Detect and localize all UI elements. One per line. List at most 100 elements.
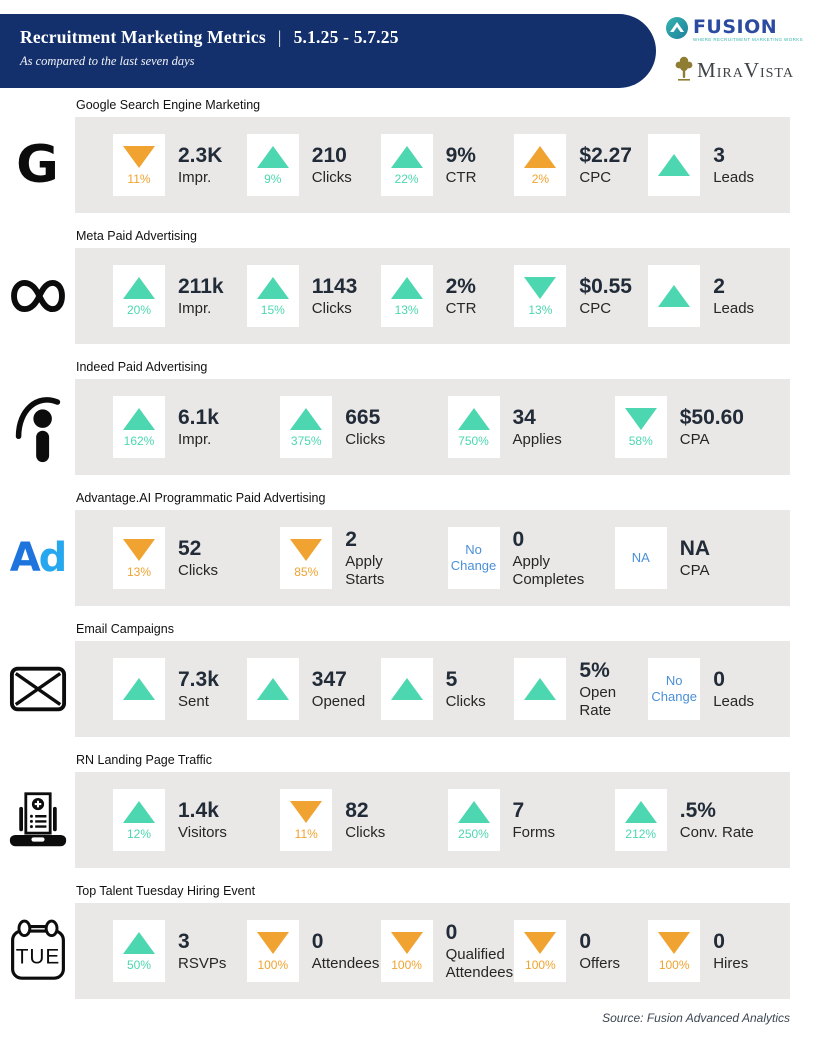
metric-label: Qualified Attendees (445, 946, 514, 981)
metric-value: NA (679, 536, 711, 560)
indicator-box: 50% (113, 920, 165, 982)
change-percent: 11% (127, 171, 151, 186)
indicator-box: 162% (113, 396, 165, 458)
section-title: Advantage.AI Programmatic Paid Advertisi… (76, 491, 326, 505)
metric-row: 50% 3 RSVPs 100% 0 Attendees 100% 0 Qual… (75, 903, 790, 999)
metric-label: Attendees (311, 954, 380, 972)
metric-value: 2% (445, 274, 476, 298)
metric-label: Apply Starts (345, 553, 385, 588)
metric-label: Clicks (178, 561, 218, 579)
header-subtitle: As compared to the last seven days (20, 54, 195, 68)
metric-label: Visitors (178, 823, 227, 841)
metric-value: 5% (579, 659, 610, 683)
metric-label: Opened (311, 692, 366, 710)
title-separator: | (277, 27, 282, 47)
metric-label: Leads (713, 299, 755, 317)
svg-text:TUE: TUE (15, 945, 59, 968)
metric-tile: 3 Leads (648, 134, 782, 196)
metric-label: Hires (713, 954, 749, 972)
metric-section: TUE Top Talent Tuesday Hiring Event 50% … (0, 884, 790, 999)
metric-value: 2 (345, 528, 357, 552)
change-percent: 212% (625, 826, 657, 841)
tue-calendar-glyph: TUE (10, 919, 65, 980)
indicator-box (648, 134, 701, 196)
metric-value: $50.60 (679, 405, 744, 429)
indicator-box (514, 658, 567, 720)
change-percent: 100% (257, 957, 289, 972)
metric-tile: 7.3k Sent (113, 658, 247, 720)
metric-section: G Google Search Engine Marketing 11% 2.3… (0, 98, 790, 213)
up-arrow-icon (524, 678, 557, 700)
metric-row: 162% 6.1k Impr. 375% 665 Clicks 750% 34 … (75, 379, 790, 475)
fusion-wordmark: FUSION (692, 16, 778, 39)
miravista-logo: M IRA V ISTA (674, 55, 794, 86)
page-title: Recruitment Marketing Metrics (20, 27, 266, 47)
down-arrow-icon (524, 931, 557, 954)
down-arrow-icon (123, 145, 155, 168)
metric-tile: 100% 0 Attendees (246, 920, 381, 982)
metric-value: 6.1k (178, 405, 219, 429)
fusion-tagline: WHERE RECRUITMENT MARKETING WORKS (692, 37, 804, 43)
metric-row: 7.3k Sent 347 Opened 5 Clicks 5% Open Ra… (75, 641, 790, 737)
metric-tile: 347 Opened (246, 658, 381, 720)
change-percent: 9% (264, 171, 282, 186)
metric-label: Leads (713, 168, 755, 186)
header: Recruitment Marketing Metrics | 5.1.25 - 5… (0, 0, 816, 88)
miravista-wordmark: M IRA V ISTA (697, 58, 794, 82)
section-title: Meta Paid Advertising (76, 229, 197, 243)
metric-tile: 11% 82 Clicks (280, 789, 447, 851)
source-attribution: Source: Fusion Advanced Analytics (602, 1011, 790, 1025)
indicator-box: 250% (447, 789, 500, 851)
indeed-i-icon (0, 360, 75, 475)
fusion-mark-icon (665, 16, 689, 45)
down-arrow-icon (123, 538, 155, 561)
metric-section: Ad Advantage.AI Programmatic Paid Advert… (0, 491, 790, 606)
metric-tile: 12% 1.4k Visitors (113, 789, 280, 851)
rn-landing-page-laptop-icon (0, 753, 75, 868)
up-arrow-icon (290, 407, 323, 430)
metric-value: 0 (512, 528, 525, 552)
metric-label: CPC (579, 299, 612, 317)
indicator-box: 13% (113, 527, 165, 589)
section-title: Google Search Engine Marketing (76, 98, 261, 112)
metric-section: Email Campaigns 7.3k Sent 347 Opened 5 C… (0, 622, 790, 737)
indicator-box: 13% (380, 265, 433, 327)
date-range: 5.1.25 - 5.7.25 (293, 27, 399, 47)
metric-label: Impr. (178, 430, 212, 448)
up-arrow-icon (123, 800, 155, 823)
metric-tile: 162% 6.1k Impr. (113, 396, 280, 458)
indicator-box: 375% (280, 396, 333, 458)
metric-row: 12% 1.4k Visitors 11% 82 Clicks 250% 7 F… (75, 772, 790, 868)
header-banner: Recruitment Marketing Metrics | 5.1.25 - 5… (0, 14, 656, 88)
meta-infinity-icon (0, 229, 75, 344)
up-arrow-icon (256, 678, 289, 700)
indicator-box: 58% (614, 396, 667, 458)
change-percent: 100% (658, 957, 690, 972)
metric-value: .5% (679, 798, 716, 822)
metric-tile: 212% .5% Conv. Rate (614, 789, 782, 851)
metric-value: 665 (345, 405, 381, 429)
metric-tile: 58% $50.60 CPA (614, 396, 782, 458)
up-arrow-icon (457, 800, 490, 823)
metric-label: Leads (713, 692, 755, 710)
down-arrow-icon (524, 276, 557, 299)
metric-value: 2 (713, 274, 725, 298)
indicator-box: 2% (514, 134, 567, 196)
metric-value: 5 (445, 667, 458, 691)
metric-tile: 15% 1143 Clicks (246, 265, 381, 327)
change-percent: 50% (126, 957, 152, 972)
metric-tile: 2% $2.27 CPC (514, 134, 648, 196)
change-percent: 162% (123, 433, 155, 448)
indicator-box (113, 658, 165, 720)
metric-label: CTR (445, 299, 477, 317)
laptop-chart-glyph (9, 791, 66, 846)
change-percent: 375% (290, 433, 322, 448)
indicator-box: No Change (447, 527, 500, 589)
no-change-label: No Change (651, 673, 697, 704)
change-percent: 750% (458, 433, 489, 448)
down-arrow-icon (624, 407, 657, 430)
tuesday-calendar-icon: TUE (0, 884, 75, 999)
indicator-box (648, 265, 701, 327)
metric-section: RN Landing Page Traffic 12% 1.4k Visitor… (0, 753, 790, 868)
